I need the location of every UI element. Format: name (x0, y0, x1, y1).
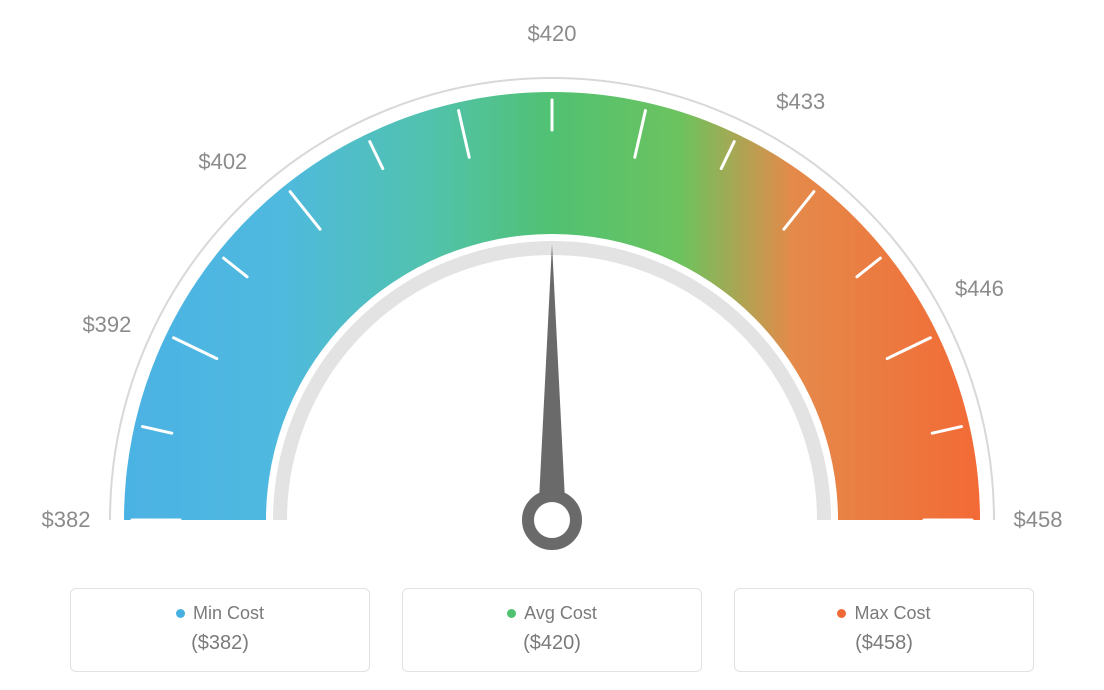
gauge-tick-label: $382 (42, 507, 91, 533)
legend-title-label: Max Cost (854, 603, 930, 624)
legend-card-avg: Avg Cost ($420) (402, 588, 702, 672)
legend-value-max: ($458) (855, 632, 913, 655)
gauge-chart: $382 $392 $402 $420 $433 $446 $458 (0, 0, 1104, 560)
legend-row: Min Cost ($382) Avg Cost ($420) Max Cost… (0, 588, 1104, 672)
legend-title-min: Min Cost (176, 603, 264, 624)
legend-title-label: Avg Cost (524, 603, 597, 624)
legend-card-max: Max Cost ($458) (734, 588, 1034, 672)
legend-title-label: Min Cost (193, 603, 264, 624)
gauge-tick-label: $458 (1014, 507, 1063, 533)
legend-value-min: ($382) (191, 632, 249, 655)
dot-icon (507, 609, 516, 618)
legend-title-max: Max Cost (837, 603, 930, 624)
legend-title-avg: Avg Cost (507, 603, 597, 624)
dot-icon (176, 609, 185, 618)
legend-card-min: Min Cost ($382) (70, 588, 370, 672)
gauge-tick-label: $402 (198, 149, 247, 175)
legend-value-avg: ($420) (523, 632, 581, 655)
gauge-tick-label: $433 (776, 89, 825, 115)
gauge-tick-label: $446 (955, 276, 1004, 302)
gauge-tick-label: $392 (82, 312, 131, 338)
gauge-tick-label: $420 (528, 21, 577, 47)
dot-icon (837, 609, 846, 618)
gauge-svg (0, 0, 1104, 560)
